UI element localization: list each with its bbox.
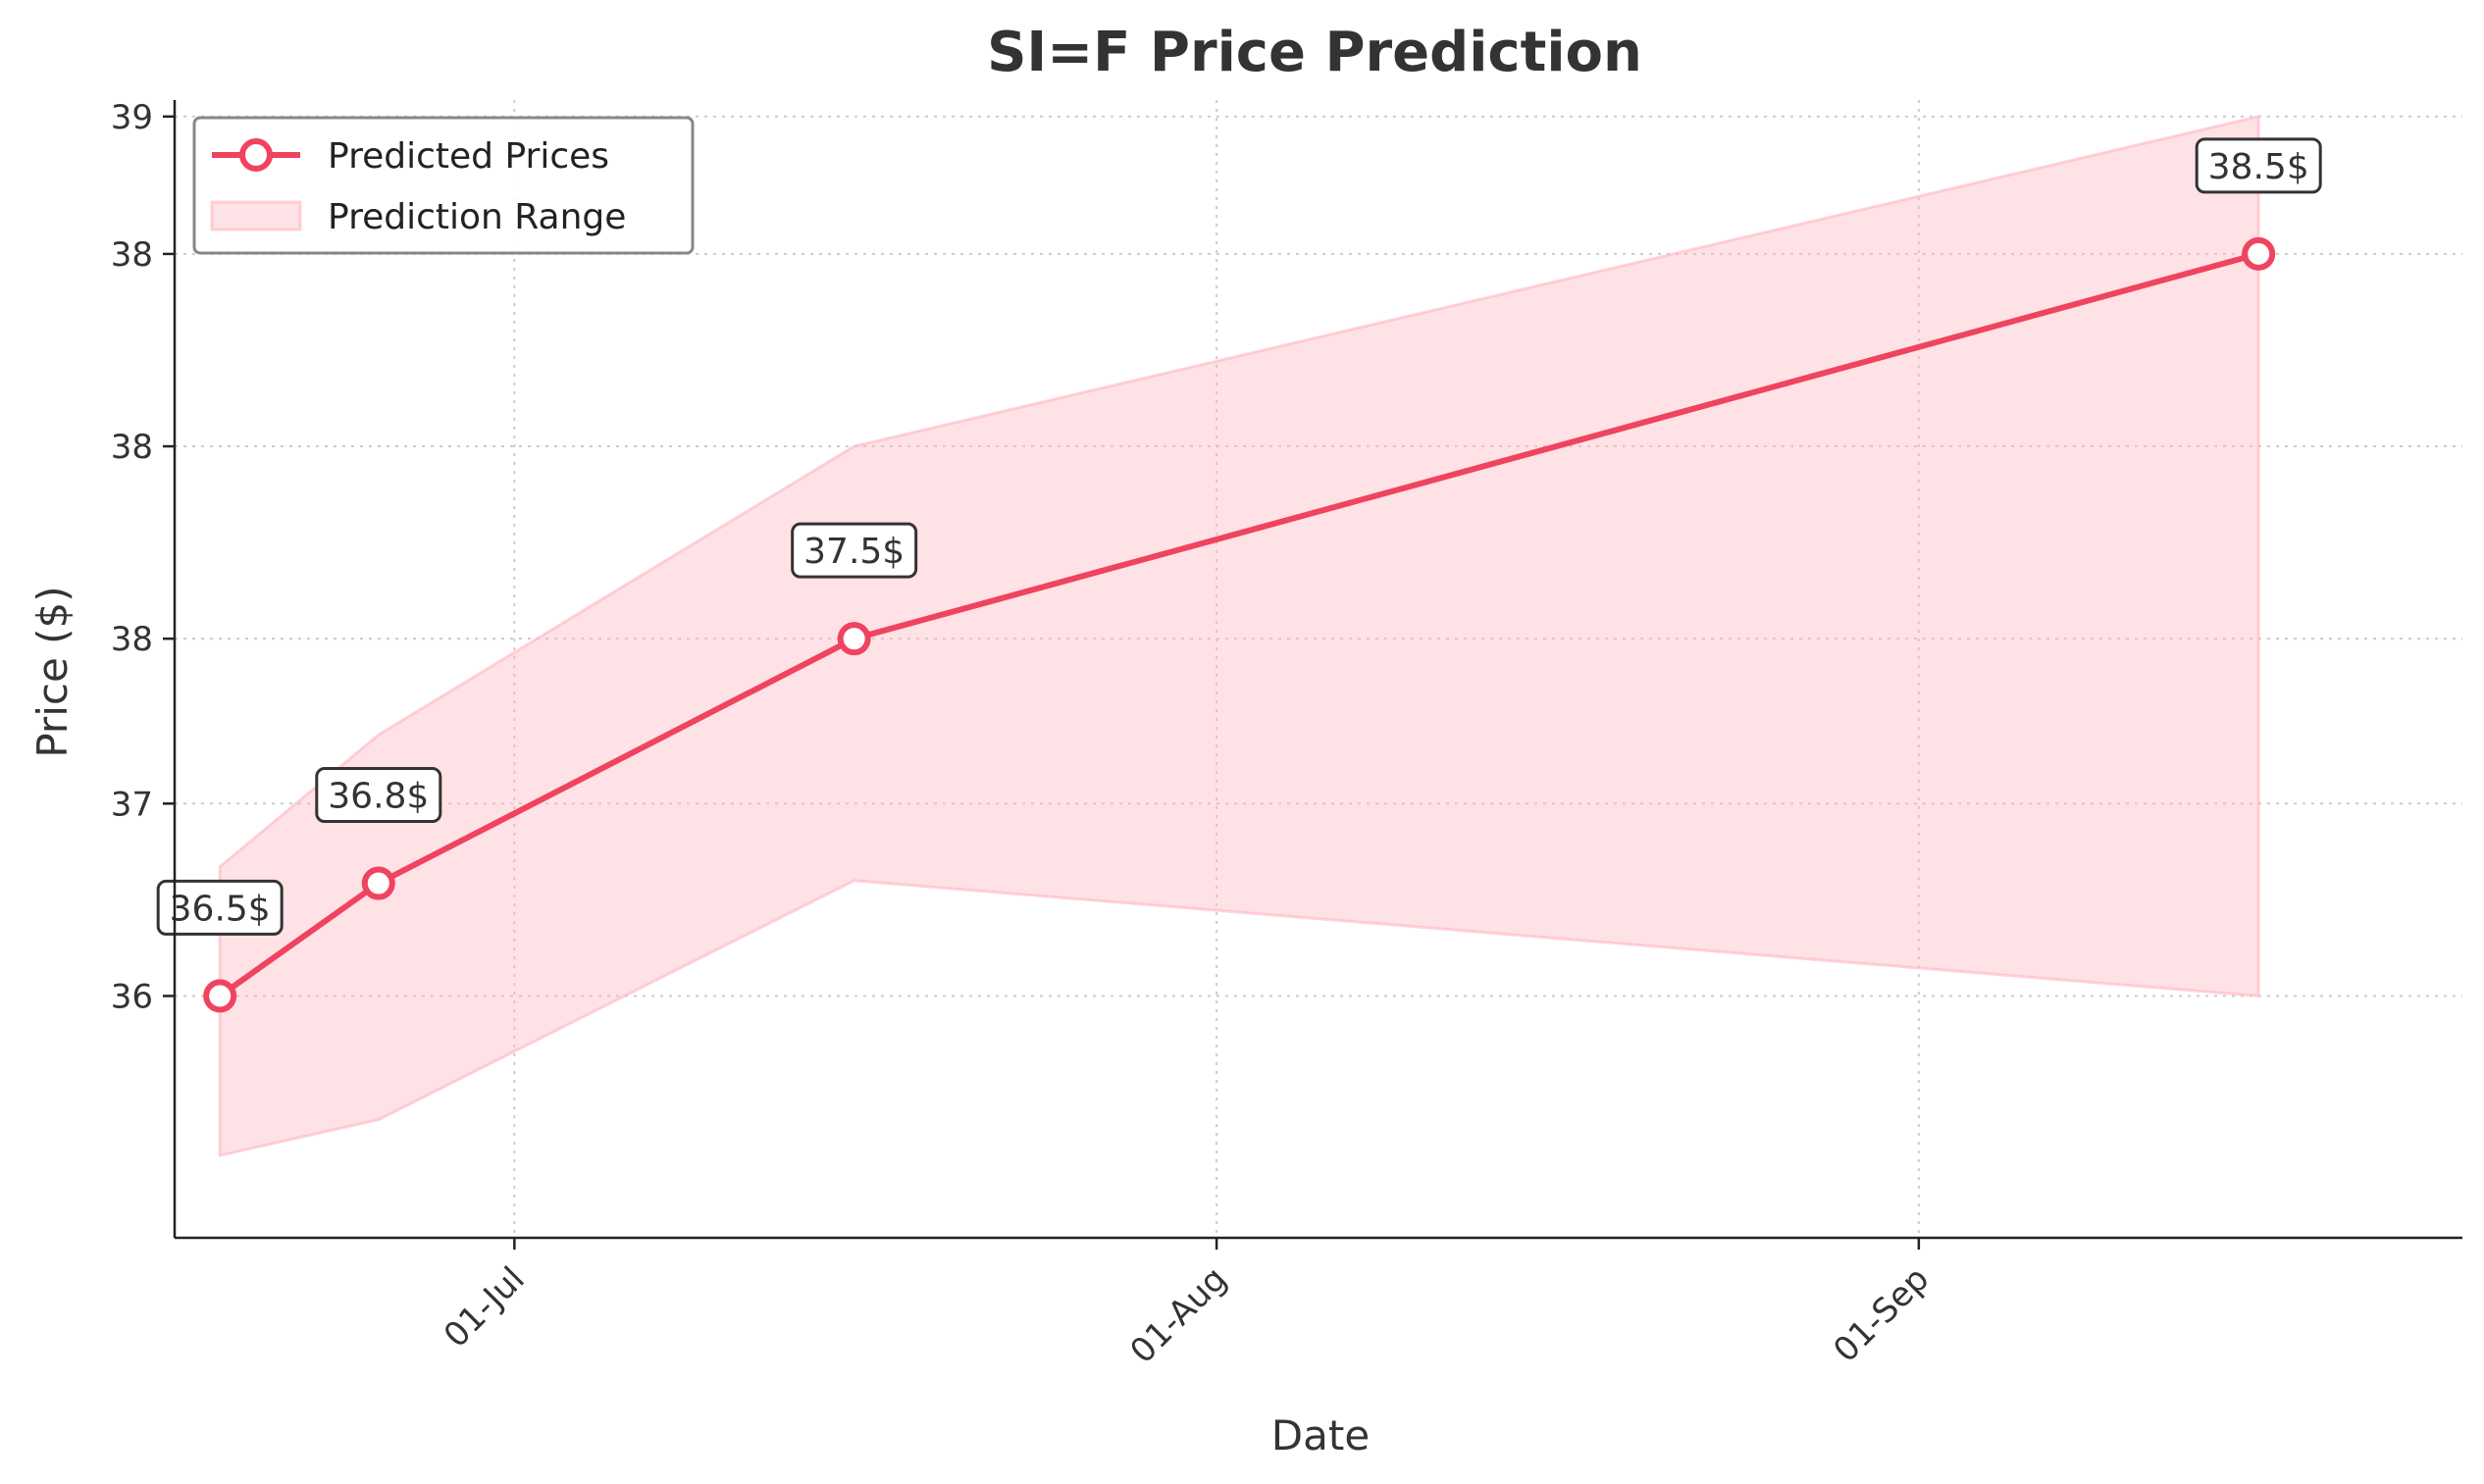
data-label-3: 38.5$ bbox=[2208, 147, 2309, 187]
predicted-point-1 bbox=[361, 866, 395, 900]
y-tick-label-0: 36 bbox=[111, 977, 153, 1016]
prediction-range-band bbox=[218, 114, 2260, 1157]
predicted-point-2 bbox=[837, 622, 871, 656]
predicted-point-0 bbox=[203, 979, 237, 1013]
legend-band-swatch bbox=[210, 200, 302, 231]
x-tick-label-1: 01-Aug bbox=[1122, 1259, 1234, 1371]
data-label-box-3 bbox=[2195, 137, 2322, 194]
axes bbox=[163, 100, 2462, 1250]
y-tick-label-5: 39 bbox=[111, 98, 153, 137]
y-tick-label-2: 38 bbox=[111, 620, 153, 659]
prediction-range-area bbox=[218, 114, 2260, 1157]
legend: Predicted Prices Prediction Range bbox=[192, 116, 695, 255]
data-label-box-1 bbox=[315, 767, 442, 824]
chart-title: SI=F Price Prediction bbox=[987, 21, 1642, 84]
legend-label-predicted-prices: Predicted Prices bbox=[328, 136, 609, 177]
predicted-prices-line bbox=[203, 236, 2276, 1013]
x-axis-label: Date bbox=[1271, 1411, 1370, 1459]
data-label-2: 37.5$ bbox=[803, 532, 905, 572]
legend-box bbox=[192, 116, 695, 255]
data-labels: 36.5$ 36.8$ 37.5$ 38.5$ bbox=[156, 137, 2322, 936]
data-label-1: 36.8$ bbox=[328, 777, 429, 817]
y-tick-label-3: 38 bbox=[111, 428, 153, 467]
predicted-prices-path bbox=[218, 251, 2259, 998]
legend-label-prediction-range: Prediction Range bbox=[328, 197, 626, 237]
y-tick-label-1: 37 bbox=[111, 785, 153, 824]
data-label-box-0 bbox=[156, 879, 284, 936]
y-tick-label-4: 38 bbox=[111, 235, 153, 275]
y-axis-label: Price ($) bbox=[28, 586, 77, 757]
data-label-box-2 bbox=[791, 522, 918, 579]
x-tick-label-0: 01-Jul bbox=[437, 1259, 533, 1356]
data-label-0: 36.5$ bbox=[170, 889, 271, 929]
legend-marker-swatch bbox=[239, 138, 273, 172]
predicted-point-3 bbox=[2242, 236, 2276, 271]
x-tick-label-2: 01-Sep bbox=[1826, 1259, 1937, 1370]
